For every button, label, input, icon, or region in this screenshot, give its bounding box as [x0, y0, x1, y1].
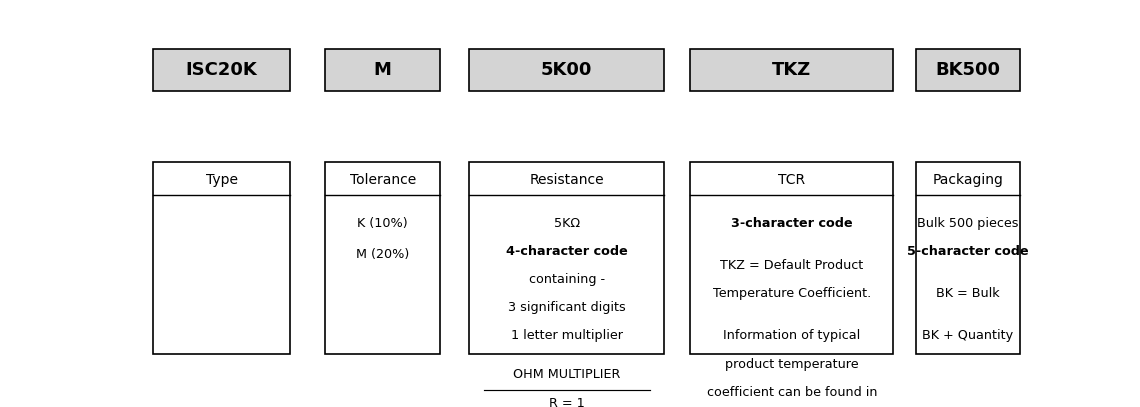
- Text: Tolerance: Tolerance: [350, 173, 416, 187]
- Text: Bulk 500 pieces: Bulk 500 pieces: [917, 217, 1018, 230]
- Text: Packaging: Packaging: [933, 173, 1003, 187]
- FancyBboxPatch shape: [153, 162, 290, 354]
- Text: Type: Type: [205, 173, 237, 187]
- Text: 4-character code: 4-character code: [506, 245, 627, 258]
- FancyBboxPatch shape: [691, 162, 894, 354]
- Text: TKZ: TKZ: [772, 61, 812, 79]
- Text: containing -: containing -: [529, 273, 604, 286]
- FancyBboxPatch shape: [325, 162, 440, 354]
- Text: BK = Bulk: BK = Bulk: [936, 287, 1000, 300]
- FancyBboxPatch shape: [470, 49, 663, 91]
- Text: 5-character code: 5-character code: [907, 245, 1028, 258]
- Text: R = 1: R = 1: [548, 397, 585, 407]
- Text: Resistance: Resistance: [529, 173, 604, 187]
- FancyBboxPatch shape: [470, 162, 663, 354]
- Text: 5K00: 5K00: [540, 61, 593, 79]
- Text: K (10%): K (10%): [358, 217, 408, 230]
- Text: TCR: TCR: [779, 173, 806, 187]
- Text: OHM MULTIPLIER: OHM MULTIPLIER: [513, 368, 620, 381]
- Text: M: M: [374, 61, 392, 79]
- Text: coefficient can be found in: coefficient can be found in: [707, 386, 877, 399]
- Text: 5KΩ: 5KΩ: [554, 217, 579, 230]
- FancyBboxPatch shape: [691, 49, 894, 91]
- Text: TKZ = Default Product: TKZ = Default Product: [720, 259, 863, 272]
- FancyBboxPatch shape: [153, 49, 290, 91]
- Text: Temperature Coefficient.: Temperature Coefficient.: [712, 287, 871, 300]
- Text: product temperature: product temperature: [725, 357, 858, 370]
- FancyBboxPatch shape: [325, 49, 440, 91]
- Text: 3-character code: 3-character code: [731, 217, 853, 230]
- Text: M (20%): M (20%): [356, 248, 409, 261]
- Text: BK + Quantity: BK + Quantity: [922, 329, 1013, 342]
- FancyBboxPatch shape: [915, 162, 1020, 354]
- Text: Information of typical: Information of typical: [723, 329, 861, 342]
- Text: BK500: BK500: [935, 61, 1000, 79]
- Text: 1 letter multiplier: 1 letter multiplier: [511, 329, 622, 342]
- Text: 3 significant digits: 3 significant digits: [507, 301, 626, 314]
- Text: ISC20K: ISC20K: [186, 61, 258, 79]
- FancyBboxPatch shape: [915, 49, 1020, 91]
